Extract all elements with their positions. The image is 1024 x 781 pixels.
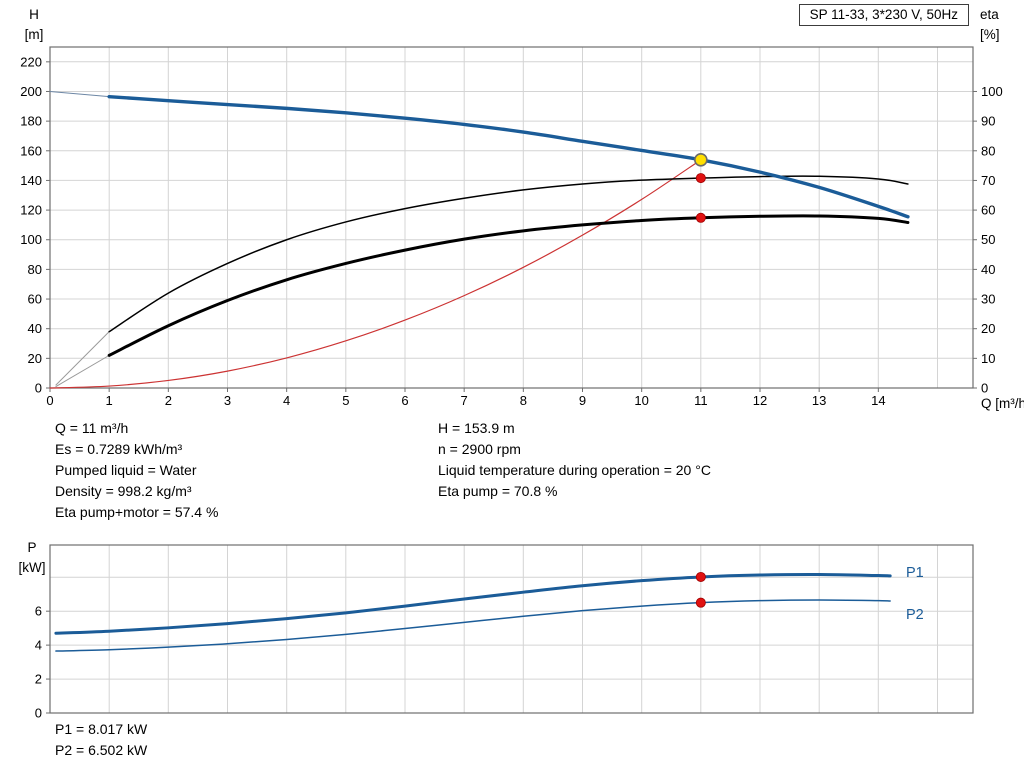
svg-text:50: 50 [981,232,995,247]
svg-text:13: 13 [812,393,826,408]
duty-info-left: Q = 11 m³/h Es = 0.7289 kWh/m³ Pumped li… [55,418,218,523]
svg-text:160: 160 [20,143,42,158]
series-head-curve [107,94,910,219]
info-head: H = 153.9 m [438,420,515,436]
series-eta-pump-curve [108,175,909,333]
svg-text:140: 140 [20,173,42,188]
svg-text:120: 120 [20,203,42,218]
svg-text:10: 10 [981,351,995,366]
marker-eta-pump-motor-point [695,212,706,223]
p-axis-title-line1: P [27,540,37,555]
svg-text:6: 6 [401,393,408,408]
q-axis-title: Q [m³/h] [981,396,1024,411]
marker-duty-point [694,153,708,167]
series-eta-pump-motor-leadin [55,354,110,388]
svg-text:0: 0 [35,381,42,396]
series-system-curve [49,159,702,389]
h-axis-title: H [m] [14,5,54,45]
series-P2 [55,599,891,652]
svg-text:0: 0 [46,393,53,408]
svg-text:2: 2 [165,393,172,408]
p2-series-label: P2 [906,607,924,623]
duty-info-right: H = 153.9 m n = 2900 rpm Liquid temperat… [438,418,711,502]
svg-text:30: 30 [981,292,995,307]
info-eta-pump: Eta pump = 70.8 % [438,483,558,499]
svg-text:2: 2 [35,672,42,687]
info-pumped-liquid: Pumped liquid = Water [55,462,197,478]
svg-text:180: 180 [20,114,42,129]
svg-text:10: 10 [634,393,648,408]
svg-text:5: 5 [342,393,349,408]
h-axis-title-line2: [m] [24,27,44,42]
svg-text:14: 14 [871,393,885,408]
p1-series-label: P1 [906,565,924,581]
svg-text:11: 11 [694,393,708,408]
svg-text:60: 60 [28,292,42,307]
info-flow: Q = 11 m³/h [55,420,129,436]
series-eta-pump-motor-curve [107,214,910,357]
pump-model-box: SP 11-33, 3*230 V, 50Hz [798,4,969,26]
svg-text:6: 6 [35,604,42,619]
svg-text:100: 100 [981,84,1003,99]
info-eta-pump-motor: Eta pump+motor = 57.4 % [55,504,219,520]
svg-text:20: 20 [28,351,42,366]
svg-text:0: 0 [981,381,988,396]
series-head-curve-leadin [49,90,110,98]
svg-text:8: 8 [520,393,527,408]
marker-p1-point [695,571,706,582]
svg-text:7: 7 [461,393,468,408]
svg-text:220: 220 [20,54,42,69]
svg-text:40: 40 [981,262,995,277]
info-specific-energy: Es = 0.7289 kWh/m³ [55,441,183,457]
p2-value: P2 = 6.502 kW [55,742,148,758]
eta-axis-title-line2: [%] [980,27,1000,42]
svg-text:12: 12 [753,393,767,408]
marker-eta-pump-point [695,173,706,184]
svg-text:3: 3 [224,393,231,408]
p1-value: P1 = 8.017 kW [55,721,148,737]
eta-axis-title-line1: eta [980,7,999,22]
info-density: Density = 998.2 kg/m³ [55,483,192,499]
power-readout: P1 = 8.017 kW P2 = 6.502 kW [55,719,147,761]
svg-text:9: 9 [579,393,586,408]
p-axis-title: P [kW] [10,538,54,578]
svg-text:200: 200 [20,84,42,99]
svg-text:80: 80 [981,143,995,158]
h-axis-title-line1: H [29,7,39,22]
svg-text:100: 100 [20,232,42,247]
svg-text:1: 1 [106,393,113,408]
svg-text:0: 0 [35,706,42,721]
svg-text:80: 80 [28,262,42,277]
info-speed: n = 2900 rpm [438,441,521,457]
svg-text:20: 20 [981,321,995,336]
svg-text:90: 90 [981,114,995,129]
series-P1 [54,573,892,635]
svg-text:70: 70 [981,173,995,188]
svg-text:4: 4 [283,393,290,408]
svg-text:60: 60 [981,203,995,218]
eta-axis-title: eta [%] [980,5,1024,45]
svg-text:4: 4 [35,638,42,653]
marker-p2-point [695,597,706,608]
p-axis-title-line2: [kW] [18,560,46,575]
svg-text:40: 40 [28,321,42,336]
info-liquid-temperature: Liquid temperature during operation = 20… [438,462,711,478]
series-eta-pump-leadin [55,331,110,386]
